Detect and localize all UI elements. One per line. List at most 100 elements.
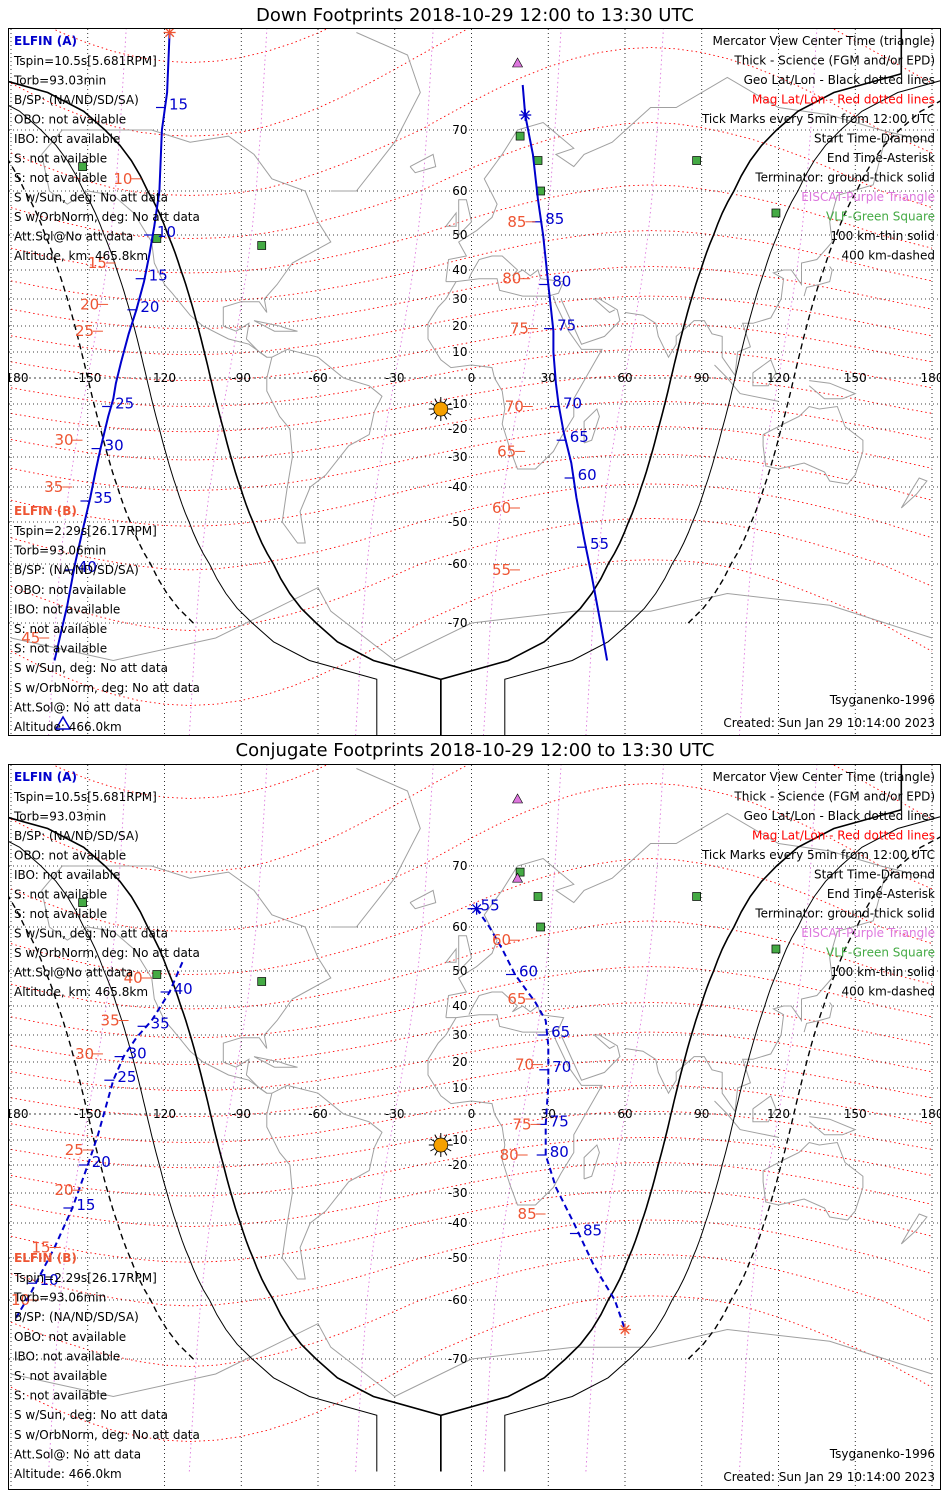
mag-lon-line	[585, 29, 664, 735]
lat-tick-label: -30	[448, 450, 468, 464]
lat-tick-label: 40	[452, 263, 467, 277]
center-time-triangle	[512, 872, 524, 883]
elfin-b-line: S w/OrbNorm, deg: No att data	[14, 681, 200, 695]
mag-lon-line	[188, 765, 268, 1472]
lat-tick-label: -70	[448, 1352, 468, 1366]
coastline	[330, 32, 421, 192]
sun-ray	[446, 1148, 452, 1152]
terminator	[9, 29, 940, 735]
lat-tick-label: 50	[452, 228, 467, 242]
legend-item: Terminator: ground-thick solid	[754, 171, 935, 185]
created-timestamp: Created: Sun Jan 29 10:14:00 2023	[723, 716, 935, 730]
geo-grid	[9, 29, 940, 735]
axis-labels: 180 -150 120 -90 -60 -30 0 30 60 90 120 150 180 70 60 5…	[9, 123, 940, 630]
geo-grid	[9, 765, 940, 1489]
lat-tick-label: 30	[452, 1028, 467, 1042]
track-tick-label: 85	[545, 210, 564, 228]
mag-time-label: 10	[11, 1291, 30, 1309]
elfin-a-line: B/SP: (NA/ND/SD/SA)	[14, 93, 139, 107]
terminator-400km-east	[687, 100, 940, 624]
vlf-green-square	[78, 162, 87, 171]
track-tick-label: 70	[563, 395, 582, 413]
lat-tick-label: 40	[452, 999, 467, 1013]
lat-tick-label: 60	[452, 184, 467, 198]
sun-ray	[430, 1148, 435, 1152]
mag-time-label: 80	[502, 270, 521, 288]
terminator-400km-west	[9, 160, 194, 624]
mag-time-label: 85	[507, 213, 526, 231]
vlf-green-square	[771, 208, 781, 218]
coastline	[427, 1031, 603, 1206]
elfin-b-track: 85 80 75 70 65 60 55	[521, 84, 609, 661]
coastline	[900, 477, 928, 509]
lat-tick-label: -60	[448, 1293, 468, 1307]
legend-item: Terminator: ground-thick solid	[754, 907, 935, 921]
mag-time-label: 80	[500, 1146, 519, 1164]
vlf-green-square	[257, 241, 267, 250]
sun-ray	[430, 1138, 435, 1142]
end-marker	[619, 1323, 631, 1336]
lat-tick-label: -30	[448, 1186, 468, 1200]
lon-tick-label: 90	[694, 371, 709, 385]
coastline	[762, 1141, 864, 1221]
elfin-b-line: Tspin=2.29s[26.17RPM]	[13, 524, 157, 538]
track-tick-label: 85	[583, 1222, 602, 1240]
mag-time-labels: 10 15 20 25 30 35 45 85 80 75 70 65 60 55	[21, 170, 538, 647]
legend-item: VLF-Green Square	[826, 946, 935, 960]
sun-ray	[443, 1134, 448, 1140]
coastline	[41, 129, 332, 358]
mag-lon-line	[355, 29, 434, 735]
elfin-a-name: ELFIN (A)	[14, 770, 77, 784]
track-tick-label: 40	[174, 980, 193, 998]
coastline	[808, 380, 857, 400]
coastline	[583, 1144, 600, 1180]
elfin-a-name: ELFIN (A)	[14, 34, 77, 48]
vlf-green-square	[533, 156, 543, 165]
elfin-a-line: IBO: not available	[14, 868, 120, 882]
elfin-b-name: ELFIN (B)	[14, 1251, 77, 1265]
track-tick-label: 35	[93, 489, 112, 507]
elfin-b-line: IBO: not available	[14, 602, 120, 616]
elfin-a-line: Att.Sol@No att data	[14, 966, 133, 980]
mag-time-label: 25	[65, 1141, 84, 1159]
mag-time-label: 20	[54, 1181, 73, 1199]
footprint-map-down[interactable]: 180 -150 120 -90 -60 -30 0 30 60 90 120 150 180 70 60 5…	[9, 29, 940, 735]
lon-tick-label: 0	[468, 371, 476, 385]
panel-title-down: Down Footprints 2018-10-29 12:00 to 13:3…	[256, 5, 694, 26]
footprint-map-conjugate[interactable]: 180 -150 120 -90 -60 -30 0 30 60 90 120 150 18070605…	[9, 765, 940, 1489]
sun-ray	[443, 398, 448, 404]
legend-item: End Time-Asterisk	[827, 151, 935, 165]
track-tick-label: 15	[169, 96, 188, 114]
mag-lon-line	[355, 765, 434, 1472]
lat-tick-label: 70	[452, 859, 467, 873]
terminator-ground-west	[9, 80, 442, 735]
map-frame-down	[8, 28, 941, 736]
mag-time-label: 75	[512, 1115, 531, 1133]
mag-lat-line	[10, 1002, 933, 1066]
coastline	[253, 1056, 298, 1068]
vlf-green-square	[257, 977, 267, 986]
legend-item: 100 km-thin solid	[830, 965, 935, 979]
legend-item: Geo Lat/Lon - Black dotted lines	[744, 73, 935, 87]
vlf-green-square	[515, 867, 525, 877]
start-marker	[470, 902, 483, 915]
coastline	[752, 1095, 777, 1123]
mag-time-label: 70	[505, 398, 524, 416]
legend-item: Mag Lat/Lon - Red dotted lines	[752, 829, 935, 843]
track-tick-label: 20	[140, 298, 159, 316]
track-tick-label: 70	[552, 1058, 571, 1076]
sun-icon	[428, 1133, 453, 1157]
elfin-b-line: S w/Sun, deg: No att data	[14, 1408, 168, 1422]
elfin-b-line: Altitude: 466.0km	[14, 1467, 122, 1481]
lon-tick-label: 180	[9, 1107, 28, 1121]
mag-lon-line	[188, 29, 268, 735]
elfin-b-line: Tspin=2.29s[26.17RPM]	[13, 1271, 157, 1285]
elfin-a-line: Tspin=10.5s[5.681RPM]	[13, 54, 157, 68]
sun-disc	[433, 401, 449, 417]
lon-tick-label: 150	[844, 371, 867, 385]
mag-lat-line	[10, 1058, 933, 1118]
sun-ray	[443, 414, 448, 420]
elfin-a-line: S: not available	[14, 907, 107, 921]
track-tick-label: 55	[481, 897, 500, 915]
